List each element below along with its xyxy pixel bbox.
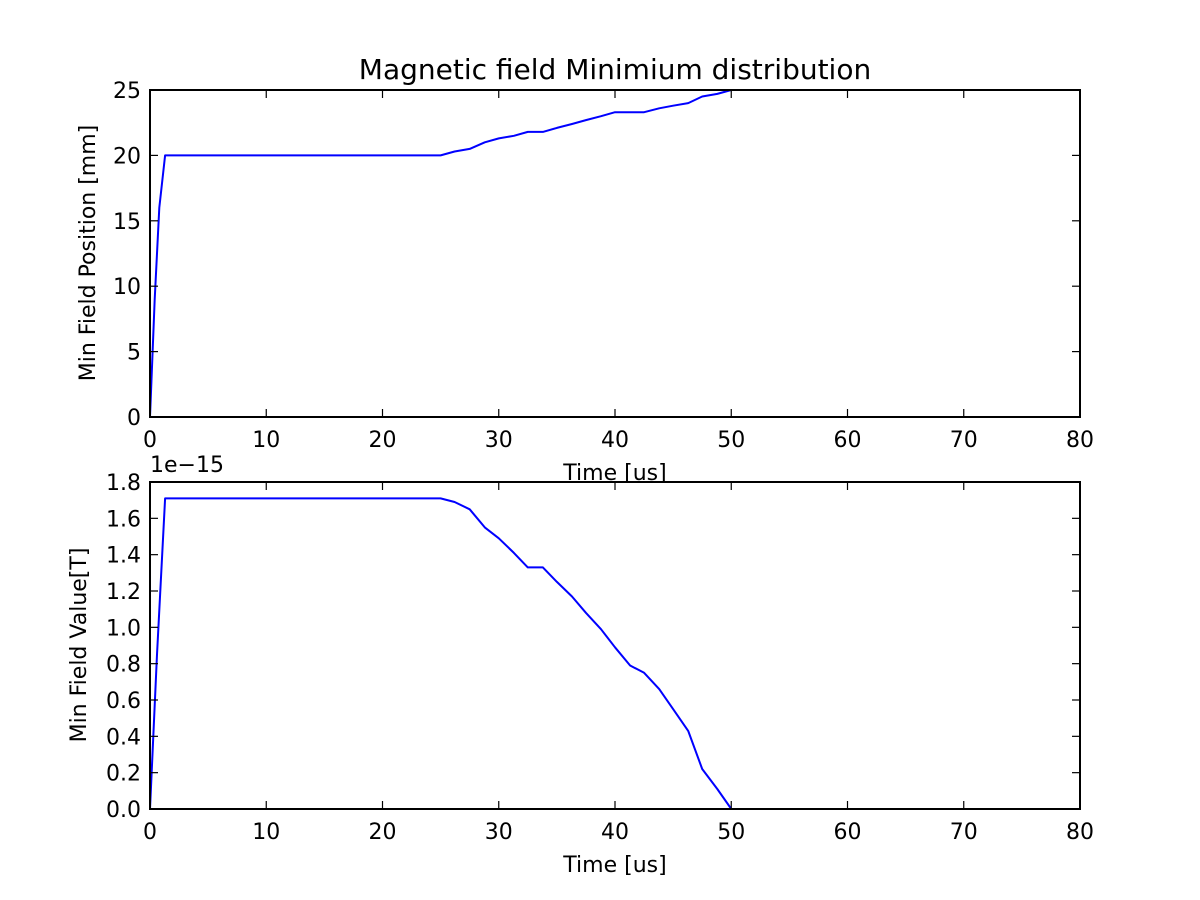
x-tick-label: 0: [143, 428, 157, 453]
series-line: [149, 497, 733, 810]
x-tick-label: 10: [252, 428, 280, 453]
y-tick-label: 0.2: [106, 762, 141, 787]
y-tick-label: 1.2: [106, 580, 141, 605]
x-tick-label: 20: [369, 428, 397, 453]
x-axis-label: Time [us]: [562, 853, 666, 878]
x-tick-label: 50: [717, 820, 745, 845]
y-tick-label: 1.0: [106, 616, 141, 641]
x-tick-label: 70: [950, 428, 978, 453]
x-tick-label: 40: [601, 428, 629, 453]
axes-frame: [149, 481, 1081, 810]
y-tick-label: 15: [113, 210, 141, 235]
figure-title: Magnetic field Minimium distribution: [359, 53, 871, 86]
x-tick-label: 10: [252, 820, 280, 845]
x-tick-label: 70: [950, 820, 978, 845]
y-tick-label: 25: [113, 79, 141, 104]
x-tick-label: 50: [717, 428, 745, 453]
x-tick-label: 80: [1066, 428, 1094, 453]
y-axis: 0 5 10 15 20 25: [113, 79, 1080, 431]
x-tick-label: 80: [1066, 820, 1094, 845]
x-tick-label: 60: [834, 428, 862, 453]
x-tick-label: 40: [601, 820, 629, 845]
axes-frame: [149, 89, 1081, 418]
y-tick-label: 0.8: [106, 653, 141, 678]
x-tick-label: 60: [834, 820, 862, 845]
subplot-value: 0 10 20 30 40 50 60 70 80 0.0 0.2 0.4 0.6 0.8 1.0 1.2 1…: [67, 453, 1094, 878]
x-tick-label: 20: [369, 820, 397, 845]
y-tick-label: 1.8: [106, 471, 141, 496]
y-tick-label: 0.0: [106, 798, 141, 823]
y-tick-label: 0: [127, 406, 141, 431]
x-tick-label: 0: [143, 820, 157, 845]
y-tick-label: 0.6: [106, 689, 141, 714]
x-axis: 0 10 20 30 40 50 60 70 80: [143, 90, 1094, 453]
y-axis-label: Min Field Position [mm]: [76, 125, 101, 381]
y-tick-label: 5: [127, 341, 141, 366]
y-tick-label: 1.6: [106, 507, 141, 532]
y-axis-offset: 1e−15: [150, 453, 224, 478]
y-tick-label: 20: [113, 144, 141, 169]
y-tick-label: 0.4: [106, 725, 141, 750]
y-axis: 0.0 0.2 0.4 0.6 0.8 1.0 1.2 1.4 1.6 1.8: [106, 471, 1080, 823]
x-tick-label: 30: [485, 820, 513, 845]
series-line: [149, 89, 732, 418]
y-tick-label: 1.4: [106, 544, 141, 569]
plot-area: [149, 497, 733, 810]
x-tick-label: 30: [485, 428, 513, 453]
y-axis-label: Min Field Value[T]: [67, 548, 92, 743]
plot-area: [149, 89, 732, 418]
y-tick-label: 10: [113, 275, 141, 300]
